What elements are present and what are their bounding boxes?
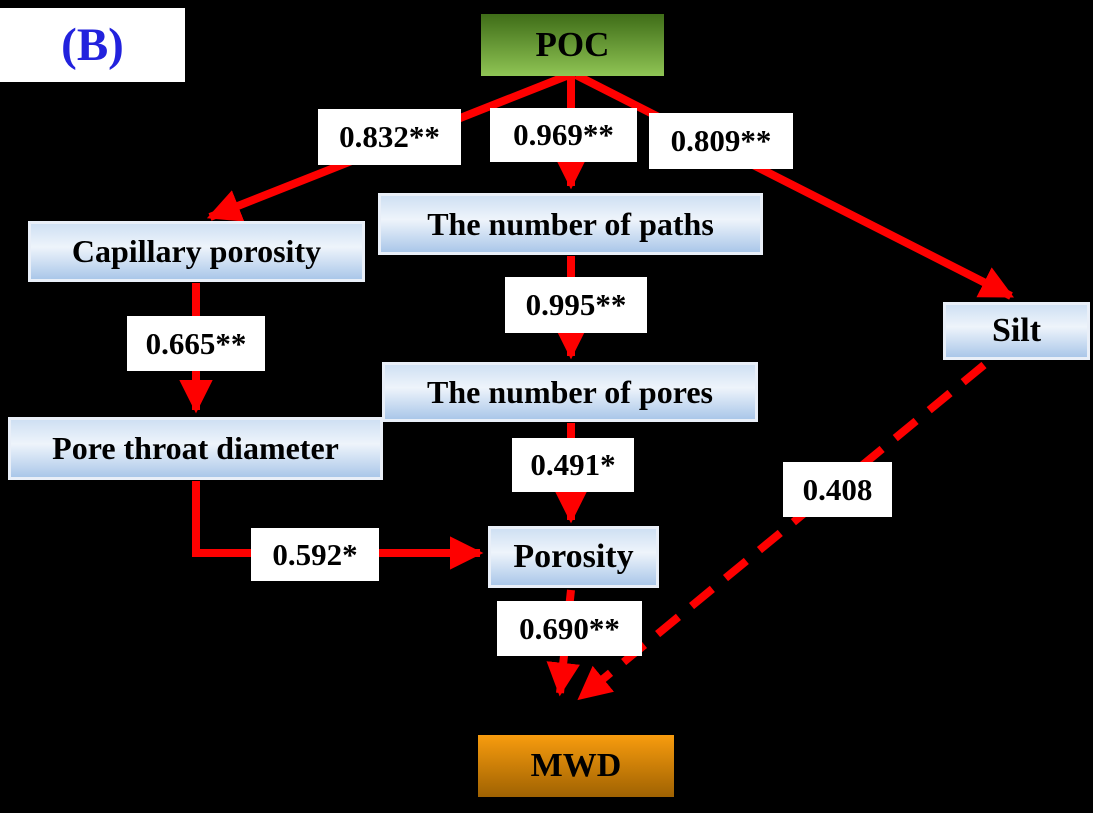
coefficient-label-number-of-pores-porosity: 0.491* (512, 438, 634, 492)
coefficient-label-number-of-paths-number-of-pores: 0.995** (505, 277, 647, 333)
edge-poc-silt (574, 71, 1014, 300)
node-poc: POC (481, 14, 664, 76)
coefficient-label-silt-mwd: 0.408 (783, 462, 892, 517)
node-pore-throat-diameter: Pore throat diameter (8, 417, 383, 480)
coefficient-label-capillary-porosity-pore-throat-diameter: 0.665** (127, 316, 265, 371)
panel-label: (B) (0, 8, 185, 82)
node-porosity: Porosity (488, 526, 659, 588)
coefficient-label-poc-silt: 0.809** (649, 113, 793, 169)
node-capillary-porosity: Capillary porosity (28, 221, 365, 282)
node-mwd: MWD (478, 735, 674, 797)
node-number-of-pores: The number of pores (382, 362, 758, 422)
coefficient-label-porosity-mwd: 0.690** (497, 601, 642, 656)
node-silt: Silt (943, 302, 1090, 360)
coefficient-label-poc-number-of-paths: 0.969** (490, 108, 637, 162)
coefficient-label-pore-throat-diameter-porosity: 0.592* (251, 528, 379, 581)
node-number-of-paths: The number of paths (378, 193, 763, 255)
edge-pore-throat-diameter-porosity (192, 481, 484, 570)
coefficient-label-poc-capillary-porosity: 0.832** (318, 109, 461, 165)
